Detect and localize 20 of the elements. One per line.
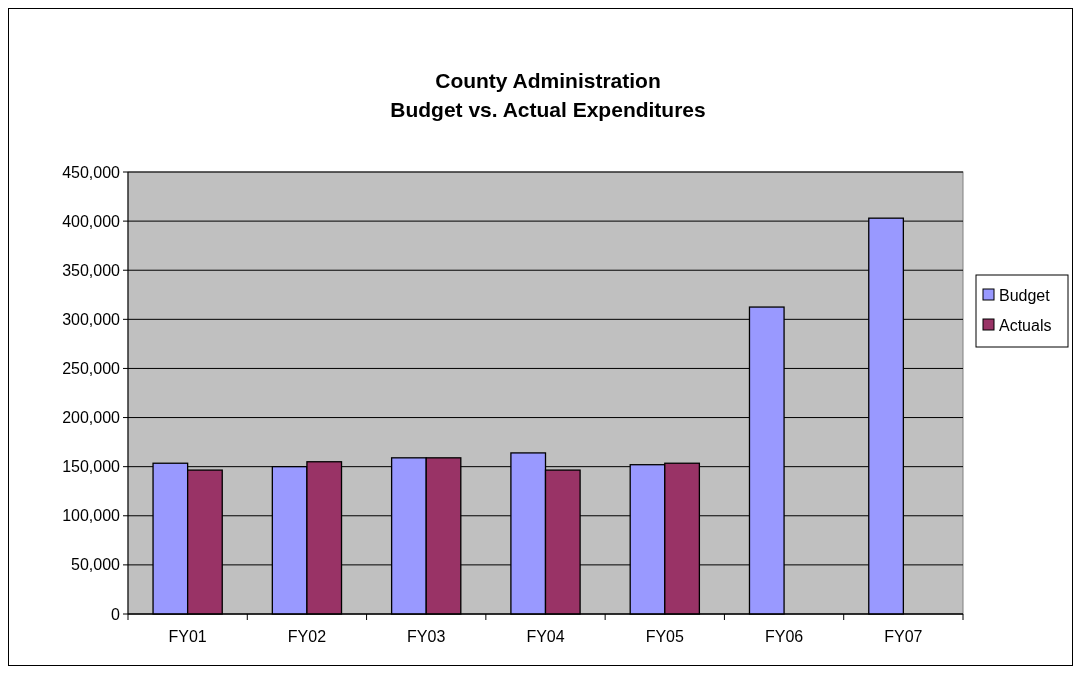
- x-tick-label: FY05: [645, 628, 684, 645]
- y-tick-label: 250,000: [62, 360, 121, 378]
- legend-label: Actuals: [999, 316, 1052, 334]
- y-tick-label: 400,000: [62, 212, 121, 230]
- chart-title: County Administration Budget vs. Actual Expenditures: [390, 69, 706, 121]
- x-tick-label: FY01: [168, 628, 207, 645]
- y-tick-label: 50,000: [71, 556, 121, 574]
- legend-label: Budget: [999, 286, 1051, 304]
- x-tick-label: FY02: [287, 628, 327, 645]
- y-tick-label: 350,000: [62, 261, 121, 279]
- y-tick-label: 300,000: [62, 310, 121, 328]
- y-tick-label: 200,000: [62, 409, 121, 427]
- y-tick-label: 450,000: [62, 163, 121, 181]
- y-tick-label: 150,000: [62, 458, 121, 476]
- x-tick-label: FY06: [764, 628, 804, 645]
- y-tick-label: 0: [111, 605, 121, 623]
- y-tick-label: 100,000: [62, 507, 121, 525]
- x-tick-label: FY04: [526, 628, 565, 645]
- x-tick-label: FY07: [884, 628, 923, 645]
- x-tick-label: FY03: [407, 628, 446, 645]
